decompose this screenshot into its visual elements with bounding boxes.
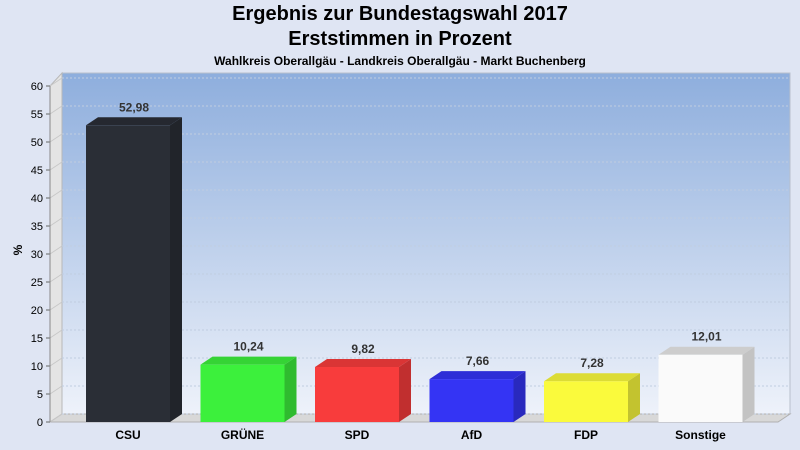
bar-side: [284, 356, 297, 422]
y-tick-label: 20: [31, 305, 43, 317]
y-tick-label: 35: [31, 221, 43, 233]
bar-front: [315, 367, 399, 422]
bar-csu: [86, 117, 182, 422]
y-tick-label: 55: [31, 109, 43, 121]
y-tick-label: 5: [37, 389, 43, 401]
x-tick-label: SPD: [345, 428, 370, 442]
grid-line-side: [49, 413, 63, 423]
y-tick-label: 15: [31, 333, 43, 345]
bar-side: [513, 371, 526, 422]
grid-line-side: [49, 273, 63, 283]
data-label: 7,66: [466, 354, 490, 368]
data-label: 12,01: [691, 330, 721, 344]
grid-line-side: [49, 77, 63, 87]
grid-line-side: [49, 189, 63, 199]
grid-line-side: [49, 161, 63, 171]
bar-top: [544, 373, 640, 382]
bar-front: [86, 125, 170, 422]
y-tick-label: 30: [31, 249, 43, 261]
bar-top: [86, 117, 182, 126]
data-label: 10,24: [233, 340, 263, 354]
grid-line-side: [49, 329, 63, 339]
bar-side: [742, 346, 755, 422]
bar-spd: [315, 359, 411, 422]
y-tick-label: 40: [31, 193, 43, 205]
y-tick-label: 60: [31, 81, 43, 93]
bar-front: [544, 381, 628, 422]
y-axis-label: %: [11, 244, 25, 255]
bar-front: [200, 364, 285, 422]
bar-grüne: [200, 356, 297, 422]
x-tick-label: FDP: [574, 428, 598, 442]
data-label: 7,28: [580, 356, 604, 370]
grid-line-side: [49, 357, 63, 367]
grid-line-side: [49, 245, 63, 255]
bar-side: [399, 359, 411, 422]
data-label: 9,82: [351, 342, 375, 356]
bar-afd: [429, 371, 526, 422]
bar-sonstige: [658, 346, 755, 422]
grid-line-side: [49, 217, 63, 227]
grid-line-side: [49, 385, 63, 395]
chart-title: Ergebnis zur Bundestagswahl 2017: [232, 3, 568, 25]
x-tick-label: GRÜNE: [221, 427, 264, 442]
grid-line-side: [49, 133, 63, 143]
bar-top: [315, 359, 411, 368]
y-tick-label: 0: [37, 417, 43, 429]
y-tick-label: 45: [31, 165, 43, 177]
grid-line-side: [49, 105, 63, 115]
bar-fdp: [544, 373, 640, 422]
y-tick-label: 50: [31, 137, 43, 149]
grid-line-side: [49, 301, 63, 311]
bar-top: [200, 356, 297, 365]
x-tick-label: CSU: [115, 428, 140, 442]
bar-side: [170, 117, 182, 422]
y-tick-label: 10: [31, 361, 43, 373]
bar-front: [658, 354, 743, 422]
y-tick-label: 25: [31, 277, 43, 289]
bar-front: [429, 379, 514, 422]
data-label: 52,98: [119, 100, 149, 114]
bar-top: [658, 346, 755, 355]
bar-side: [628, 373, 640, 422]
bar-top: [429, 371, 526, 380]
chart-subtitle: Erststimmen in Prozent: [288, 28, 512, 50]
chart-region: Wahlkreis Oberallgäu - Landkreis Oberall…: [214, 54, 586, 68]
x-tick-label: Sonstige: [675, 428, 726, 442]
x-tick-label: AfD: [461, 428, 483, 442]
